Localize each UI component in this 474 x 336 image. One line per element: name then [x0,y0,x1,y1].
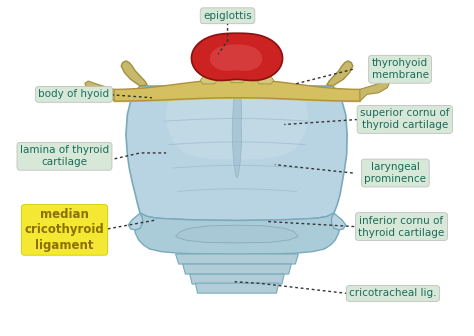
Polygon shape [175,254,299,264]
Polygon shape [257,68,274,84]
Polygon shape [121,61,147,86]
Text: epiglottis: epiglottis [203,11,252,21]
Polygon shape [191,33,283,81]
Polygon shape [166,86,308,160]
Polygon shape [175,225,299,243]
Text: median
cricothyroid
ligament: median cricothyroid ligament [25,208,104,252]
Polygon shape [360,81,389,101]
Polygon shape [128,213,143,230]
Polygon shape [331,213,346,230]
Polygon shape [190,274,284,284]
Polygon shape [200,68,217,84]
Text: body of hyoid: body of hyoid [38,89,109,99]
Text: inferior cornu of
thyroid cartilage: inferior cornu of thyroid cartilage [358,216,445,238]
Polygon shape [210,44,262,71]
Polygon shape [228,67,246,83]
Text: laryngeal
prominence: laryngeal prominence [365,162,426,184]
Text: thyrohyoid
membrane: thyrohyoid membrane [372,58,428,80]
Polygon shape [195,283,279,293]
Text: lamina of thyroid
cartilage: lamina of thyroid cartilage [20,145,109,167]
Text: cricotracheal lig.: cricotracheal lig. [349,289,437,298]
Polygon shape [134,213,340,254]
Polygon shape [327,61,353,86]
Polygon shape [232,88,242,178]
Polygon shape [85,81,114,101]
Text: superior cornu of
thyroid cartilage: superior cornu of thyroid cartilage [360,109,449,130]
Polygon shape [126,86,347,220]
Polygon shape [182,264,292,274]
